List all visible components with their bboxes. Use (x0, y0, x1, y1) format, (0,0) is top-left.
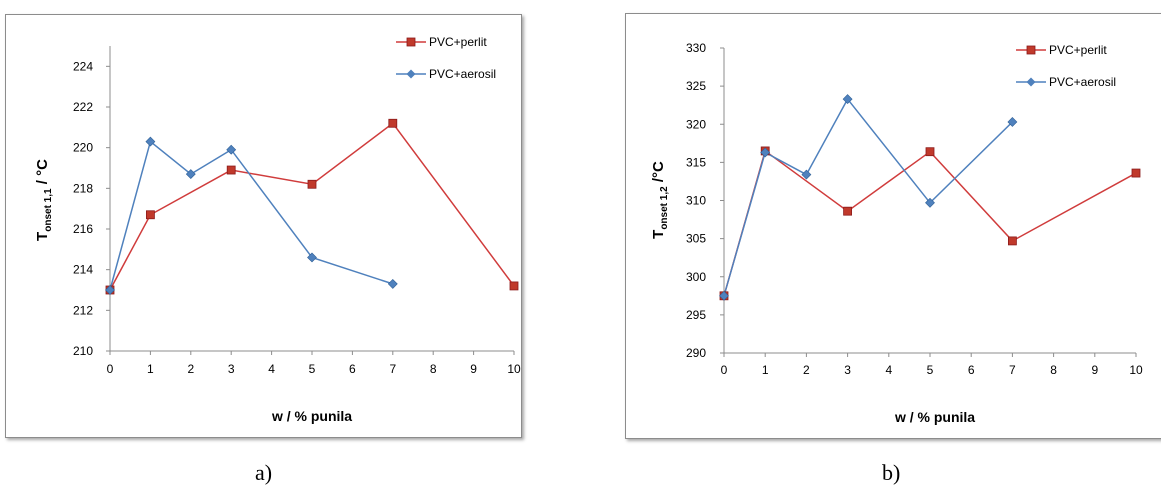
data-point-perlit (925, 147, 935, 157)
data-point-aerosil (307, 252, 317, 263)
data-point-perlit (145, 210, 155, 220)
data-point-aerosil (226, 144, 237, 155)
y-tick-label: 325 (686, 79, 706, 93)
x-tick-label: 6 (349, 362, 356, 376)
x-tick-label: 4 (268, 362, 275, 376)
chart-frame (5, 14, 522, 438)
data-point-perlit (843, 206, 853, 216)
x-tick-label: 4 (885, 363, 892, 377)
y-tick-label: 320 (686, 117, 706, 131)
legend-marker-diamond (406, 69, 416, 79)
x-tick-label: 1 (762, 363, 769, 377)
y-tick-label: 330 (686, 41, 706, 55)
x-tick-label: 5 (309, 362, 316, 376)
panel-caption-b: b) (882, 460, 901, 485)
legend-label: PVC+aerosil (429, 67, 496, 81)
y-tick-label: 216 (73, 222, 93, 236)
data-point-aerosil (387, 278, 398, 289)
data-point-perlit (388, 118, 398, 128)
data-point-perlit (509, 281, 519, 291)
y-tick-label: 300 (686, 270, 706, 284)
x-tick-label: 2 (803, 363, 810, 377)
y-tick-label: 212 (73, 303, 93, 317)
data-point-perlit (1131, 168, 1141, 178)
series-line-pvc-perlit (109, 122, 515, 291)
data-point-aerosil (925, 197, 935, 208)
data-point-aerosil (719, 290, 729, 301)
x-tick-label: 5 (927, 363, 934, 377)
chart-frame (625, 13, 1161, 439)
y-tick-label: 315 (686, 155, 706, 169)
y-tick-label: 290 (686, 346, 706, 360)
series-line-pvc-aerosil (723, 97, 1013, 297)
y-axis-title: Tonset 1,2 /°C (650, 161, 670, 239)
y-axis-title-subscript: onset 1,2 (659, 186, 670, 230)
chart-panel-b: 290 295 300 305 310 315 320 325 330 0 1 2 3 4 5 6 7 8 9 10 w… (620, 0, 1161, 450)
x-tick-label: 9 (1091, 363, 1098, 377)
legend-marker-diamond (1026, 77, 1036, 87)
y-tick-label: 224 (73, 59, 93, 73)
data-point-aerosil (842, 94, 853, 105)
y-tick-label: 210 (73, 344, 93, 358)
x-tick-label: 10 (1129, 363, 1143, 377)
x-tick-label: 7 (389, 362, 396, 376)
y-tick-label: 310 (686, 194, 706, 208)
x-tick-label: 6 (968, 363, 975, 377)
y-axis-title: Tonset 1,1 / °C (34, 159, 54, 241)
series-line-pvc-aerosil (109, 140, 394, 291)
chart-panel-a: 210 212 214 216 218 220 222 224 0 1 2 3 4 5 6 7 8 9 10 w / … (0, 0, 540, 450)
legend-marker-square (1026, 45, 1036, 55)
data-point-perlit (226, 165, 236, 175)
data-point-aerosil (105, 285, 115, 295)
x-axis-title: w / % punila (894, 409, 975, 425)
y-axis-title-main: T (650, 230, 667, 239)
x-tick-label: 8 (1050, 363, 1057, 377)
chart-a-svg: 210 212 214 216 218 220 222 224 0 1 2 3 4 5 6 7 8 9 10 w / … (34, 35, 521, 424)
x-tick-label: 2 (187, 362, 194, 376)
data-point-perlit (307, 179, 317, 189)
legend-label: PVC+aerosil (1049, 75, 1116, 89)
x-tick-label: 8 (430, 362, 437, 376)
y-tick-label: 218 (73, 181, 93, 195)
data-point-aerosil (1007, 117, 1018, 127)
chart-b-svg: 290 295 300 305 310 315 320 325 330 0 1 2 3 4 5 6 7 8 9 10 w… (650, 41, 1143, 425)
panel-caption-a: a) (255, 460, 273, 485)
data-point-aerosil (801, 169, 812, 180)
x-tick-label: 10 (507, 362, 521, 376)
y-axis-title-unit: / °C (34, 159, 51, 189)
y-tick-label: 295 (686, 308, 706, 322)
x-tick-label: 3 (228, 362, 235, 376)
legend-label: PVC+perlit (1049, 43, 1107, 57)
y-tick-label: 222 (73, 100, 93, 114)
series-line-pvc-perlit (723, 149, 1137, 297)
x-tick-label: 7 (1009, 363, 1016, 377)
y-tick-label: 305 (686, 232, 706, 246)
data-point-aerosil (760, 147, 771, 158)
x-tick-label: 9 (470, 362, 477, 376)
x-tick-label: 0 (721, 363, 728, 377)
data-point-aerosil (185, 169, 196, 180)
x-tick-label: 3 (844, 363, 851, 377)
x-tick-label: 1 (147, 362, 154, 376)
data-point-perlit (1007, 236, 1017, 246)
y-axis-title-unit: /°C (650, 161, 667, 186)
legend-marker-square (406, 37, 416, 47)
data-point-aerosil (145, 136, 156, 147)
y-tick-label: 214 (73, 263, 93, 277)
x-tick-label: 0 (107, 362, 114, 376)
x-axis-title: w / % punila (271, 408, 352, 424)
legend-label: PVC+perlit (429, 35, 487, 49)
y-axis-title-main: T (34, 232, 51, 241)
y-tick-label: 220 (73, 141, 93, 155)
y-axis-title-subscript: onset 1,1 (43, 188, 54, 232)
